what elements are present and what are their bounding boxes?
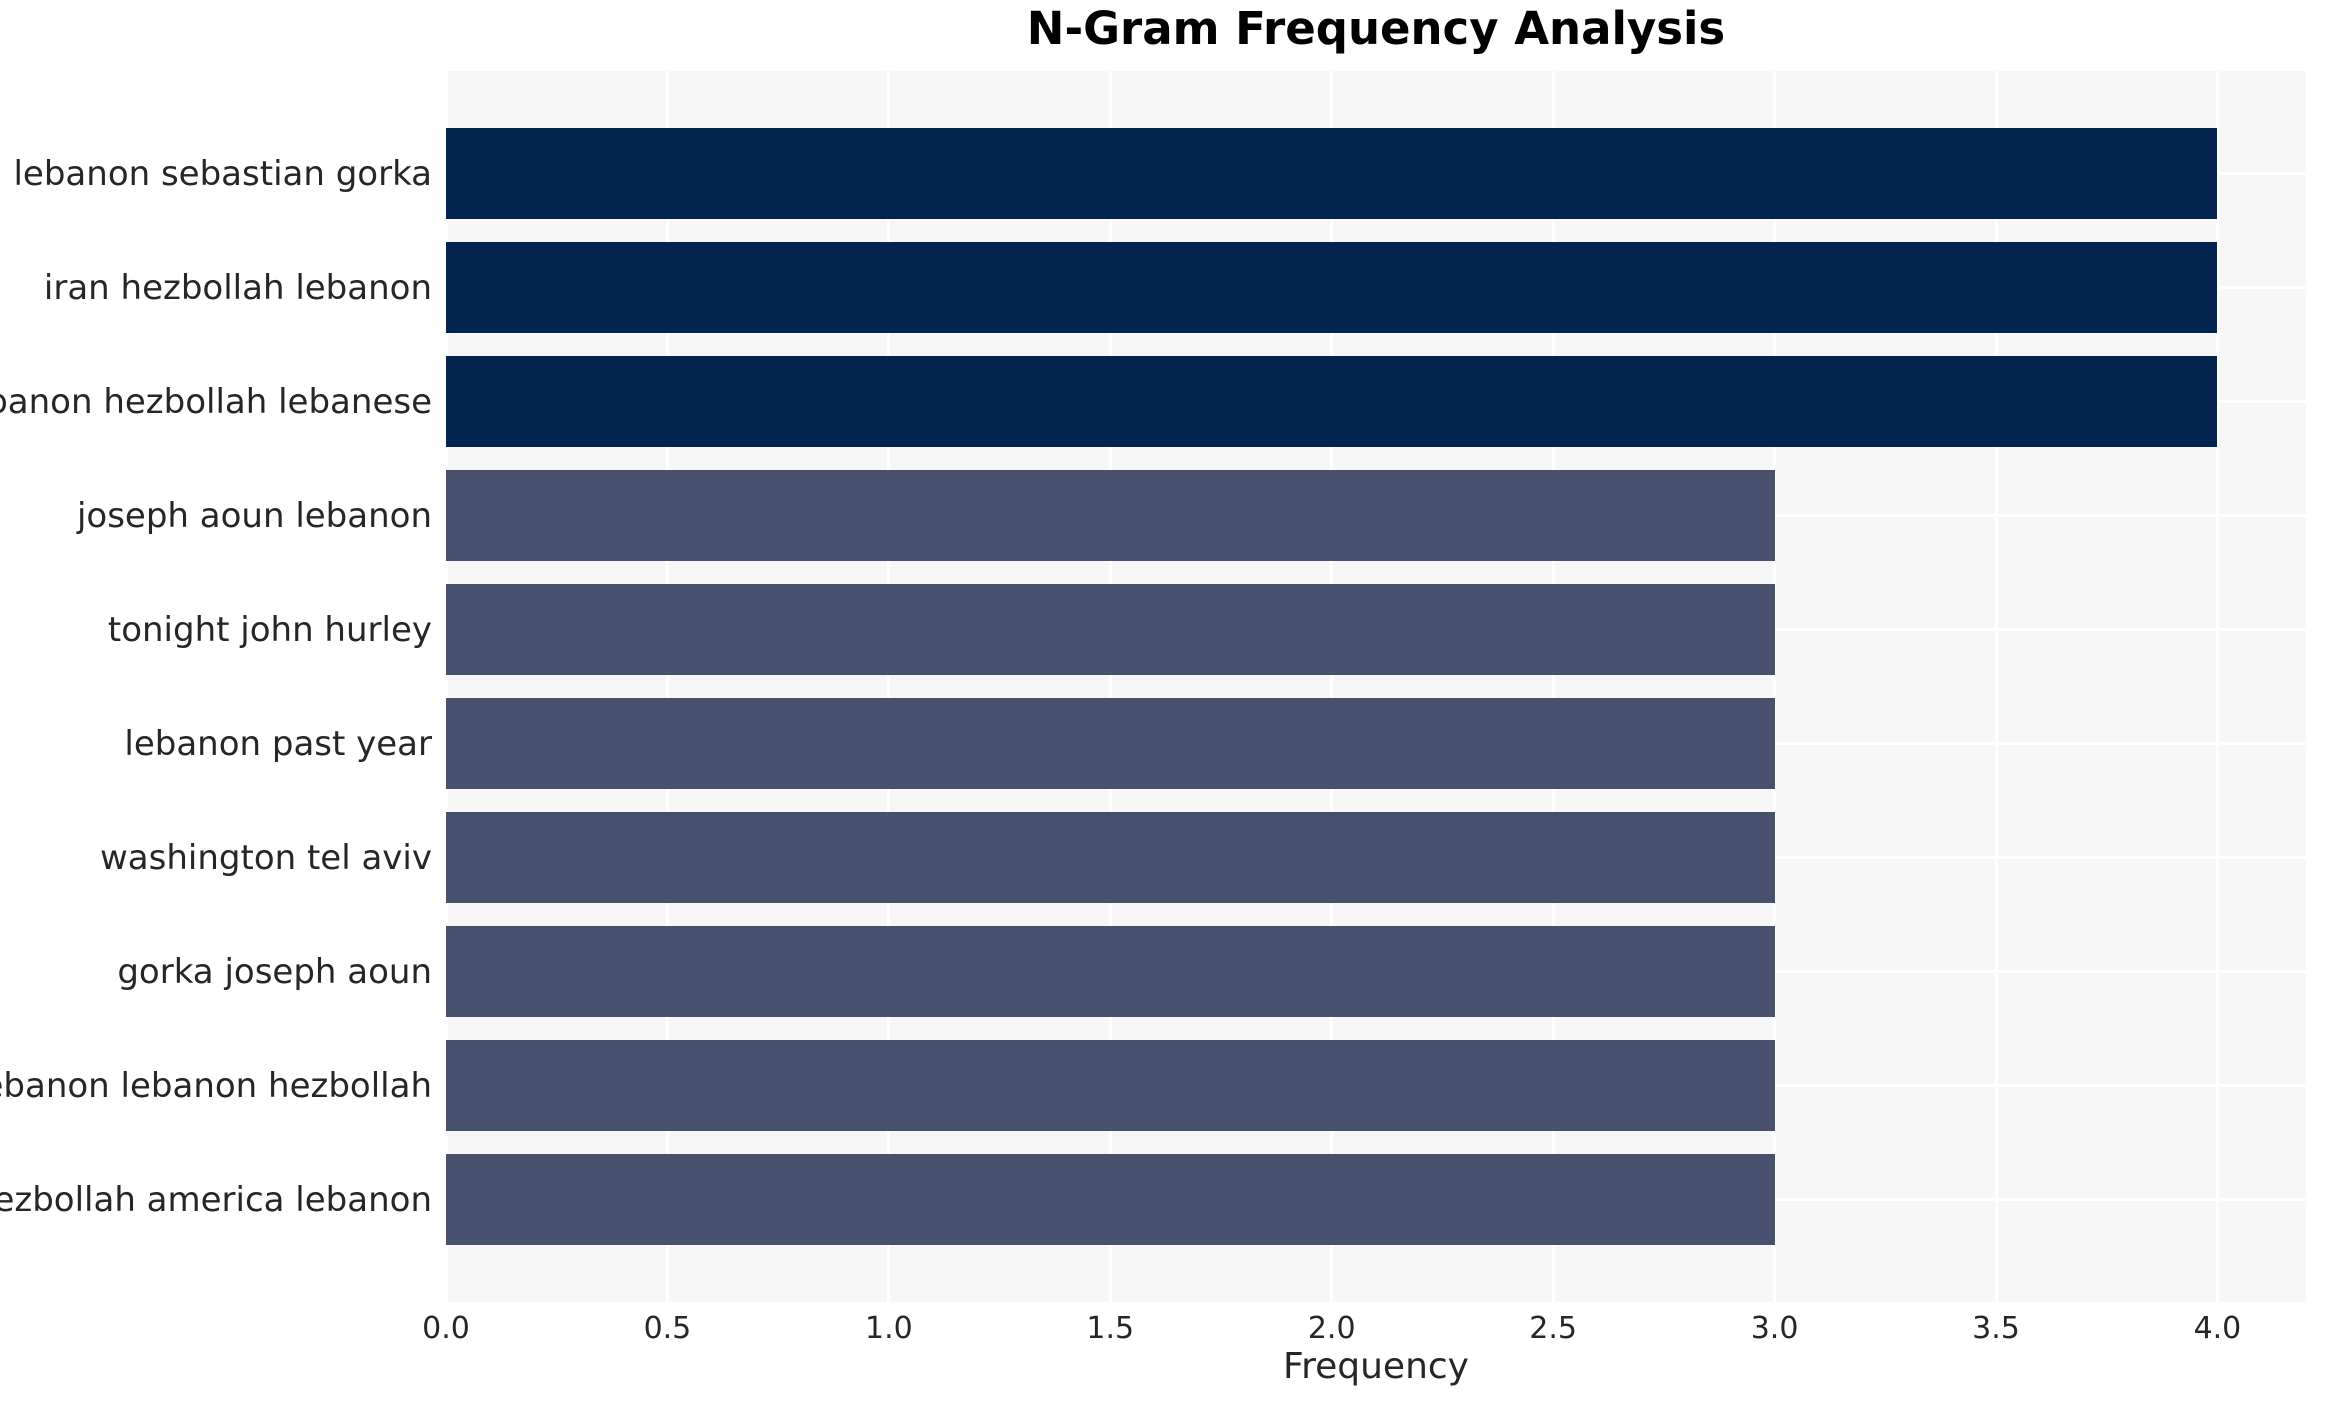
y-tick-label: lebanon sebastian gorka	[13, 153, 432, 194]
x-tick-label: 1.5	[1086, 1311, 1135, 1346]
bar	[446, 584, 1775, 676]
x-axis-label: Frequency	[1283, 1346, 1469, 1387]
x-tick-label: 2.0	[1307, 1311, 1356, 1346]
bar	[446, 812, 1775, 904]
x-gridline	[887, 71, 891, 1302]
y-tick-label: lebanon past year	[124, 723, 432, 764]
x-tick-label: 3.0	[1750, 1311, 1799, 1346]
y-tick-label: tonight john hurley	[107, 609, 432, 650]
y-tick-label: washington tel aviv	[100, 837, 432, 878]
x-tick-label: 0.5	[643, 1311, 692, 1346]
x-gridline	[2215, 71, 2219, 1302]
bar	[446, 470, 1775, 562]
bar	[446, 242, 2218, 334]
plot-area	[444, 71, 2306, 1302]
y-tick-label: gorka joseph aoun	[117, 951, 432, 992]
y-tick-label: lebanon hezbollah lebanese	[0, 381, 432, 422]
x-tick-label: 2.5	[1529, 1311, 1577, 1346]
x-gridline	[444, 71, 448, 1302]
x-gridline	[1330, 71, 1334, 1302]
x-gridline	[1773, 71, 1777, 1302]
y-tick-label: hezbollah america lebanon	[0, 1179, 432, 1220]
bar	[446, 356, 2218, 448]
bar	[446, 698, 1775, 790]
bar	[446, 1040, 1775, 1132]
x-gridline	[1551, 71, 1555, 1302]
x-tick-label: 1.0	[864, 1311, 913, 1346]
x-tick-label: 0.0	[422, 1311, 470, 1346]
x-gridline	[1108, 71, 1112, 1302]
y-tick-label: lebanon lebanon hezbollah	[0, 1065, 432, 1106]
bar	[446, 128, 2218, 220]
y-tick-label: joseph aoun lebanon	[76, 495, 432, 536]
x-tick-label: 4.0	[2193, 1311, 2242, 1346]
x-gridline	[1994, 71, 1998, 1302]
y-tick-label: iran hezbollah lebanon	[43, 267, 432, 308]
bar	[446, 926, 1775, 1018]
x-gridline	[665, 71, 669, 1302]
bar	[446, 1154, 1775, 1246]
x-tick-label: 3.5	[1972, 1311, 2020, 1346]
chart-title: N-Gram Frequency Analysis	[1026, 2, 1726, 55]
